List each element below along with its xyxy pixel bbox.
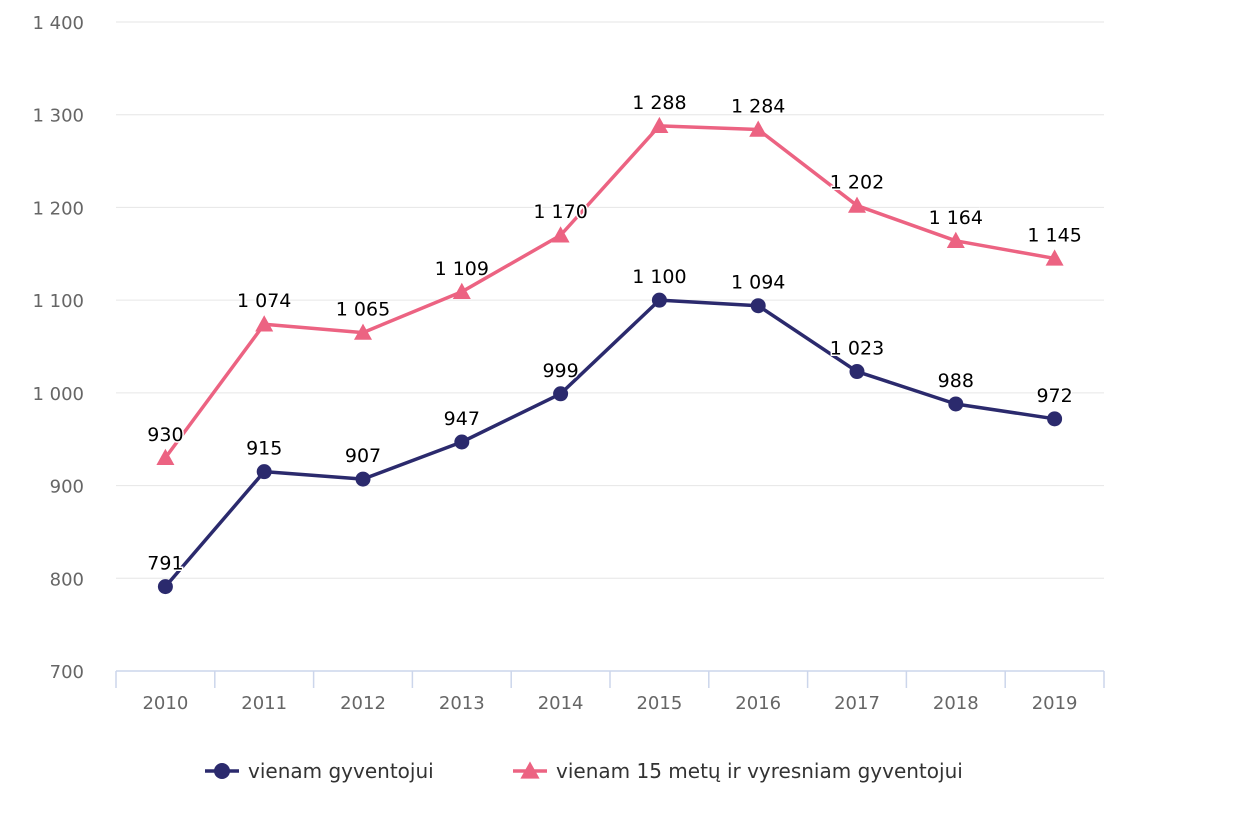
x-tick-label: 2015 xyxy=(636,693,682,714)
data-label: 1 065 xyxy=(336,299,390,321)
data-label: 1 109 xyxy=(435,258,489,280)
triangle-marker xyxy=(946,231,965,249)
circle-marker xyxy=(1047,411,1063,427)
x-axis: 2010 2011 2012 2013 2014 2015 2016 2017 2018 2019 xyxy=(115,670,1105,714)
legend-label: vienam 15 metų ir vyresniam gyventojui xyxy=(556,759,963,783)
circle-marker xyxy=(750,298,766,314)
series-vienam-gyventojui: 791 915 907 947 999 1 100 1 094 1 023 988 972 xyxy=(146,265,1074,595)
gridlines xyxy=(116,21,1104,579)
data-label: 1 074 xyxy=(237,290,291,312)
x-tick-label: 2016 xyxy=(735,693,781,714)
y-axis: 700 800 900 1 000 1 100 1 200 1 300 1 400 xyxy=(32,13,84,683)
y-tick-label: 1 100 xyxy=(32,291,84,312)
data-label: 988 xyxy=(938,370,974,392)
y-tick-label: 900 xyxy=(50,477,84,498)
triangle-marker xyxy=(551,226,570,243)
data-label: 1 164 xyxy=(929,207,983,229)
circle-marker xyxy=(157,579,173,595)
series-vienam-15-metu-ir-vyresniam: 930 1 074 1 065 1 109 1 170 1 288 1 284 1 202 1 … xyxy=(146,90,1083,465)
x-tick-label: 2019 xyxy=(1032,693,1078,714)
circle-marker xyxy=(355,471,371,487)
data-label: 1 170 xyxy=(533,201,587,223)
circle-marker xyxy=(454,434,470,450)
data-label: 915 xyxy=(246,438,282,460)
data-label: 1 023 xyxy=(830,338,884,360)
data-label: 1 202 xyxy=(830,172,884,194)
y-tick-label: 800 xyxy=(50,569,84,590)
circle-marker xyxy=(948,396,964,412)
y-tick-label: 1 400 xyxy=(32,13,84,34)
x-tick-label: 2017 xyxy=(834,693,880,714)
triangle-marker xyxy=(156,448,175,465)
data-label: 972 xyxy=(1036,385,1072,407)
triangle-marker xyxy=(354,323,372,340)
legend-label: vienam gyventojui xyxy=(248,759,434,783)
triangle-marker xyxy=(650,116,669,134)
legend: vienam gyventojui vienam 15 metų ir vyres… xyxy=(205,759,963,783)
triangle-marker xyxy=(1045,249,1064,266)
data-label: 1 145 xyxy=(1027,224,1081,246)
data-label: 999 xyxy=(542,360,578,382)
x-tick-label: 2010 xyxy=(142,693,188,714)
x-tick-label: 2012 xyxy=(340,693,386,714)
circle-marker xyxy=(256,464,272,480)
data-label: 930 xyxy=(147,424,183,446)
data-label: 1 288 xyxy=(632,92,686,114)
data-label: 947 xyxy=(444,408,480,430)
x-tick-label: 2018 xyxy=(933,693,979,714)
circle-marker xyxy=(553,386,569,402)
data-label: 907 xyxy=(345,445,381,467)
series-group: 791 915 907 947 999 1 100 1 094 1 023 988 972 930 1… xyxy=(146,90,1083,595)
data-label: 791 xyxy=(147,553,183,575)
triangle-marker xyxy=(520,761,540,779)
data-label: 1 100 xyxy=(632,266,686,288)
triangle-marker xyxy=(749,120,768,137)
y-tick-label: 1 000 xyxy=(32,384,84,405)
y-tick-label: 1 200 xyxy=(32,198,84,219)
data-label: 1 284 xyxy=(731,96,785,118)
circle-marker xyxy=(651,292,667,308)
circle-marker xyxy=(214,763,230,779)
circle-marker xyxy=(849,364,865,380)
x-tick-label: 2013 xyxy=(439,693,485,714)
series-line xyxy=(164,298,1055,588)
y-tick-label: 700 xyxy=(50,662,84,683)
x-tick-label: 2014 xyxy=(538,693,584,714)
x-tick-label: 2011 xyxy=(241,693,287,714)
triangle-marker xyxy=(452,282,471,299)
legend-item[interactable]: vienam gyventojui xyxy=(205,759,434,783)
y-tick-label: 1 300 xyxy=(32,106,84,127)
data-label: 1 094 xyxy=(731,272,785,294)
series-line xyxy=(163,124,1055,459)
legend-item[interactable]: vienam 15 metų ir vyresniam gyventojui xyxy=(513,759,963,783)
triangle-marker xyxy=(255,315,274,332)
triangle-marker xyxy=(848,196,866,213)
